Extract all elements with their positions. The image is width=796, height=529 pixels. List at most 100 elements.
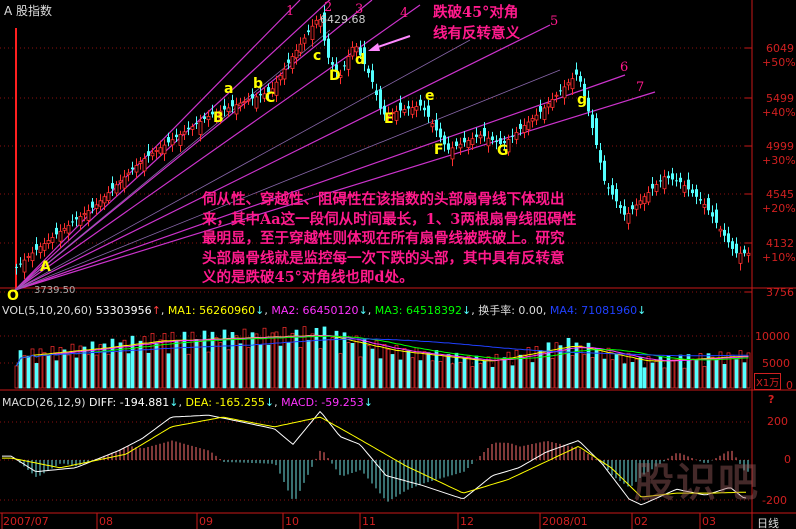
fan-label-1: 1 — [286, 4, 295, 19]
candle-body — [251, 94, 254, 99]
volume-bar — [470, 366, 475, 389]
point-label-c: c — [313, 48, 322, 64]
volume-bar — [54, 360, 59, 389]
candle-body — [514, 132, 519, 140]
candle-body — [579, 76, 582, 82]
point-label-E: E — [384, 111, 394, 127]
candle-body — [211, 111, 214, 115]
candle-body — [331, 62, 334, 65]
candle-body — [607, 187, 610, 189]
volume-bar — [390, 354, 395, 389]
volume-bar — [738, 350, 743, 389]
candle-body — [175, 134, 178, 138]
help-icon[interactable]: ? — [768, 393, 775, 406]
volume-bar — [302, 326, 307, 389]
candle-body — [414, 106, 419, 111]
volume-bar — [314, 327, 319, 389]
candle-body — [314, 19, 319, 25]
candle-body — [318, 19, 323, 27]
fan-label-2: 2 — [324, 0, 333, 15]
candle-body — [298, 43, 303, 53]
volume-bar — [122, 339, 127, 389]
fan-label-5: 5 — [550, 14, 559, 29]
volume-bar — [30, 348, 35, 389]
volume-bar — [190, 331, 195, 389]
candle-body — [307, 30, 310, 33]
candle-body — [310, 25, 315, 40]
volume-bar — [218, 342, 223, 389]
volume-bar — [638, 357, 643, 389]
volume-bar — [402, 348, 407, 389]
candle-body — [78, 216, 83, 226]
period-label[interactable]: 日线 — [757, 517, 779, 529]
candle-body — [718, 228, 723, 232]
volume-bar — [106, 353, 111, 389]
candle-body — [198, 121, 203, 135]
volume-bar — [554, 342, 559, 389]
macd-tick: 200 — [767, 415, 788, 428]
candle-body — [503, 140, 506, 144]
volume-bar — [410, 357, 415, 389]
turnover-rate: 换手率: 0.00, — [478, 304, 547, 317]
candle-body — [570, 78, 575, 90]
candle-body — [646, 192, 651, 203]
volume-bar — [358, 356, 363, 389]
volume-bar — [538, 350, 543, 389]
volume-bar — [202, 330, 207, 389]
volume-bar — [298, 347, 303, 389]
candle-body — [86, 210, 91, 221]
candle-body — [170, 139, 175, 146]
volume-bar — [18, 350, 23, 389]
date-tick: 03 — [702, 515, 716, 528]
candle-body — [150, 152, 155, 157]
volume-bar — [478, 363, 483, 389]
volume-bar — [670, 360, 675, 389]
candle-body — [671, 173, 674, 180]
candle-body — [187, 127, 190, 130]
candle-body — [122, 176, 127, 189]
price-tick: 6049 — [766, 42, 794, 55]
volume-bar — [714, 359, 719, 389]
candle-body — [302, 37, 307, 44]
volume-bar — [690, 358, 695, 389]
candle-body — [687, 179, 690, 190]
volume-header: VOL(5,10,20,60) 53303956↑, MA1: 56260960… — [2, 304, 647, 317]
volume-bar — [366, 345, 371, 389]
fan-line — [14, 0, 373, 291]
volume-bar — [706, 353, 711, 389]
candle-body — [287, 59, 290, 63]
candle-body — [131, 167, 134, 170]
volume-bar — [82, 346, 87, 389]
pct-tick: +50% — [762, 56, 796, 69]
candle-body — [22, 259, 27, 273]
volume-bar — [542, 352, 547, 389]
volume-bar — [86, 354, 91, 389]
candle-body — [463, 137, 466, 143]
point-label-G: G — [497, 143, 509, 159]
candle-body — [587, 97, 590, 112]
candle-body — [282, 68, 287, 80]
pct-tick: +10% — [762, 251, 796, 264]
volume-bar — [694, 359, 699, 389]
volume-bar — [382, 344, 387, 389]
volume-bar — [318, 348, 323, 389]
volume-bar — [518, 354, 523, 389]
volume-bar — [118, 342, 123, 389]
volume-bar — [370, 348, 375, 389]
candle-body — [126, 172, 131, 176]
volume-bar — [730, 354, 735, 389]
vol-ma1: MA1: 56260960 — [167, 304, 256, 317]
candle-body — [562, 86, 567, 99]
candle-body — [638, 200, 643, 205]
volume-bar — [310, 333, 315, 389]
volume-bar — [274, 331, 279, 389]
candle-body — [327, 38, 330, 58]
volume-bar — [506, 351, 511, 389]
candle-body — [375, 90, 378, 96]
candle-body — [662, 176, 667, 190]
candle-body — [711, 212, 714, 217]
volume-bar — [394, 344, 399, 389]
volume-bar — [438, 360, 443, 389]
candle-body — [50, 237, 55, 243]
